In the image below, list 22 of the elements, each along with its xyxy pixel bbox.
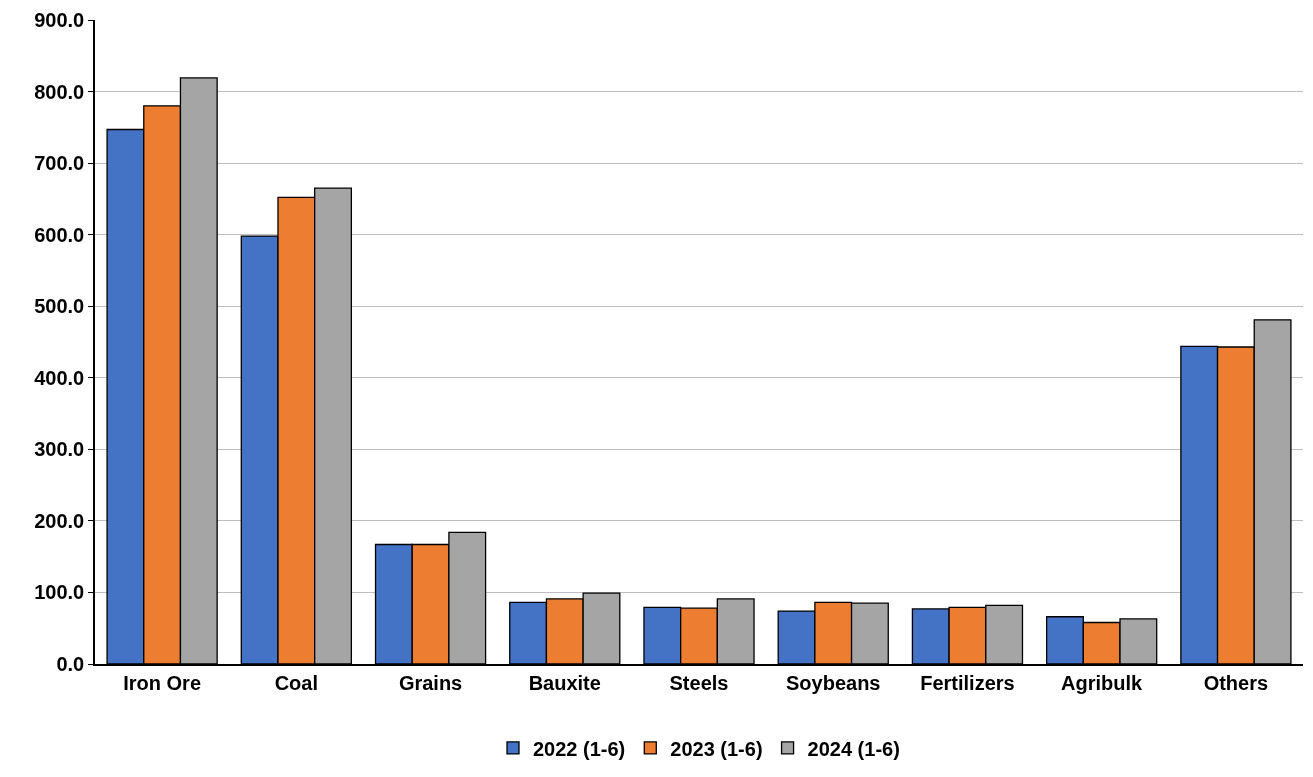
x-tick-label: Steels (669, 671, 729, 694)
legend-label: 2022 (1-6) (533, 737, 626, 760)
legend-label: 2023 (1-6) (670, 737, 763, 760)
y-tick-label: 900.0 (34, 9, 85, 31)
x-tick-label: Grains (398, 671, 463, 694)
y-tick-label: 100.0 (34, 581, 85, 604)
y-tick-label: 500.0 (34, 295, 85, 318)
y-tick-label: 200.0 (34, 509, 85, 532)
y-tick-label: 400.0 (34, 366, 85, 389)
y-tick-label: 600.0 (34, 223, 85, 246)
x-tick-label: Coal (274, 671, 318, 694)
y-tick-label: 700.0 (34, 152, 85, 175)
x-tick-label: Soybeans (785, 671, 881, 694)
x-tick-label: Fertilizers (920, 671, 1015, 694)
y-tick-label: 0.0 (56, 653, 85, 675)
x-tick-label: Agribulk (1061, 671, 1144, 694)
x-tick-label: Bauxite (528, 671, 601, 694)
y-tick-label: 800.0 (34, 80, 85, 103)
legend-label: 2024 (1-6) (807, 737, 900, 760)
x-tick-label: Others (1203, 671, 1269, 694)
x-tick-label: Iron Ore (123, 671, 202, 694)
y-tick-label: 300.0 (34, 438, 85, 461)
